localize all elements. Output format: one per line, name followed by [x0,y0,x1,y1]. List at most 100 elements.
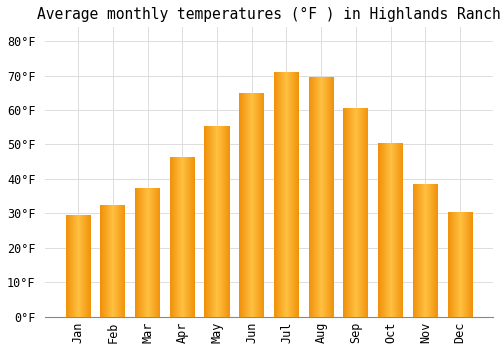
Bar [247,93,248,317]
Bar [174,156,175,317]
Bar [314,77,315,317]
Bar [452,212,453,317]
Bar [113,205,114,317]
Bar [427,184,428,317]
Bar [147,188,148,317]
Bar [322,77,323,317]
Bar [66,215,67,317]
Bar [89,215,90,317]
Bar [383,143,384,317]
Bar [282,72,283,317]
Bar [187,156,188,317]
Bar [142,188,143,317]
Bar [143,188,144,317]
Bar [105,205,106,317]
Bar [354,108,355,317]
Bar [275,72,276,317]
Bar [170,156,171,317]
Bar [242,93,243,317]
Bar [321,77,322,317]
Bar [250,93,251,317]
Bar [178,156,179,317]
Bar [154,188,155,317]
Bar [67,215,68,317]
Bar [332,77,333,317]
Bar [324,77,325,317]
Bar [285,72,286,317]
Bar [418,184,419,317]
Bar [153,188,154,317]
Bar [239,93,240,317]
Bar [325,77,326,317]
Bar [319,77,320,317]
Bar [359,108,360,317]
Bar [81,215,82,317]
Bar [423,184,424,317]
Bar [469,212,470,317]
Bar [449,212,450,317]
Bar [181,156,182,317]
Bar [318,77,319,317]
Bar [417,184,418,317]
Bar [387,143,388,317]
Bar [252,93,253,317]
Bar [274,72,275,317]
Bar [316,77,317,317]
Bar [157,188,158,317]
Bar [185,156,186,317]
Bar [83,215,84,317]
Bar [121,205,122,317]
Bar [248,93,249,317]
Bar [193,156,194,317]
Bar [470,212,471,317]
Bar [329,77,330,317]
Bar [465,212,466,317]
Bar [365,108,366,317]
Bar [378,143,379,317]
Bar [461,212,462,317]
Bar [226,126,227,317]
Bar [75,215,76,317]
Bar [458,212,459,317]
Bar [345,108,346,317]
Bar [396,143,397,317]
Bar [389,143,390,317]
Bar [313,77,314,317]
Bar [287,72,288,317]
Bar [77,215,78,317]
Bar [388,143,389,317]
Bar [263,93,264,317]
Bar [347,108,348,317]
Bar [86,215,87,317]
Bar [384,143,385,317]
Bar [349,108,350,317]
Bar [120,205,121,317]
Bar [209,126,210,317]
Bar [189,156,190,317]
Bar [171,156,172,317]
Bar [401,143,402,317]
Bar [327,77,328,317]
Bar [352,108,353,317]
Bar [466,212,467,317]
Bar [155,188,156,317]
Bar [87,215,88,317]
Bar [261,93,262,317]
Bar [390,143,391,317]
Bar [186,156,187,317]
Bar [416,184,417,317]
Bar [148,188,149,317]
Bar [278,72,279,317]
Bar [395,143,396,317]
Bar [460,212,461,317]
Bar [328,77,329,317]
Bar [118,205,119,317]
Bar [246,93,247,317]
Bar [214,126,215,317]
Title: Average monthly temperatures (°F ) in Highlands Ranch: Average monthly temperatures (°F ) in Hi… [37,7,500,22]
Bar [225,126,226,317]
Bar [140,188,141,317]
Bar [240,93,241,317]
Bar [145,188,146,317]
Bar [326,77,327,317]
